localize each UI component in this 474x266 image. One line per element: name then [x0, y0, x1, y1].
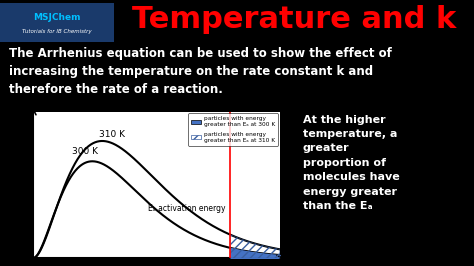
Text: Eₐ activation energy: Eₐ activation energy	[148, 204, 226, 213]
Text: Tutorials for IB Chemistry: Tutorials for IB Chemistry	[22, 30, 91, 34]
Legend: particles with energy
greater than Eₐ at 300 K, particles with energy
greater th: particles with energy greater than Eₐ at…	[188, 114, 278, 146]
Text: Temperature and k: Temperature and k	[132, 5, 456, 34]
Y-axis label: Number of particles
with kinetic energy E: Number of particles with kinetic energy …	[17, 148, 30, 222]
Text: 300 K: 300 K	[72, 147, 98, 156]
Text: At the higher
temperature, a
greater
proportion of
molecules have
energy greater: At the higher temperature, a greater pro…	[302, 115, 400, 211]
Text: 310 K: 310 K	[99, 130, 125, 139]
Text: MSJChem: MSJChem	[33, 13, 81, 22]
Text: The Arrhenius equation can be used to show the effect of
increasing the temperat: The Arrhenius equation can be used to sh…	[9, 47, 392, 96]
X-axis label: kinetic energy E: kinetic energy E	[122, 261, 191, 266]
FancyBboxPatch shape	[0, 3, 114, 42]
